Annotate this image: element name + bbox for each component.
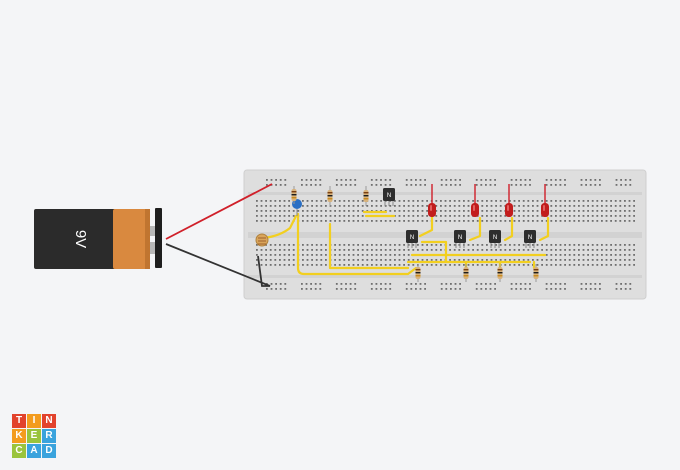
logo-letter: R — [42, 429, 56, 443]
resistors[interactable] — [291, 186, 539, 282]
battery-9v[interactable]: 9V — [34, 208, 162, 269]
resistor[interactable] — [327, 186, 333, 206]
transistors[interactable]: N N N N N — [383, 188, 536, 248]
resistor[interactable] — [291, 186, 297, 204]
npn-transistor[interactable]: N — [406, 230, 418, 248]
logo-letter: I — [27, 414, 41, 428]
npn-transistor[interactable]: N — [454, 230, 466, 248]
npn-transistor[interactable]: N — [524, 230, 536, 248]
transistor-label: N — [493, 235, 497, 241]
resistor[interactable] — [463, 264, 469, 282]
transistor-label: N — [410, 235, 414, 241]
logo-letter: K — [12, 429, 26, 443]
red-led[interactable] — [541, 184, 549, 217]
npn-transistor[interactable]: N — [383, 188, 395, 206]
logo-letter: T — [12, 414, 26, 428]
resistor[interactable] — [363, 186, 369, 206]
battery-label: 9V — [72, 230, 89, 248]
transistor-label: N — [387, 193, 391, 199]
logo-letter: C — [12, 444, 26, 458]
transistor-label: N — [528, 235, 532, 241]
resistor[interactable] — [497, 264, 503, 282]
resistor[interactable] — [533, 264, 539, 282]
breadboard[interactable] — [243, 169, 647, 300]
npn-transistor[interactable]: N — [489, 230, 501, 248]
photoresistor[interactable] — [255, 233, 269, 247]
red-led[interactable] — [471, 184, 479, 217]
red-led[interactable] — [505, 184, 513, 217]
logo-letter: N — [42, 414, 56, 428]
battery-negative-wire[interactable] — [165, 243, 271, 287]
logo-letter: E — [27, 429, 41, 443]
battery-positive-wire[interactable] — [165, 183, 273, 240]
red-led[interactable] — [428, 184, 436, 217]
leds[interactable] — [428, 184, 549, 217]
resistor[interactable] — [415, 264, 421, 282]
logo-letter: D — [42, 444, 56, 458]
transistor-label: N — [458, 235, 462, 241]
logo-letter: A — [27, 444, 41, 458]
